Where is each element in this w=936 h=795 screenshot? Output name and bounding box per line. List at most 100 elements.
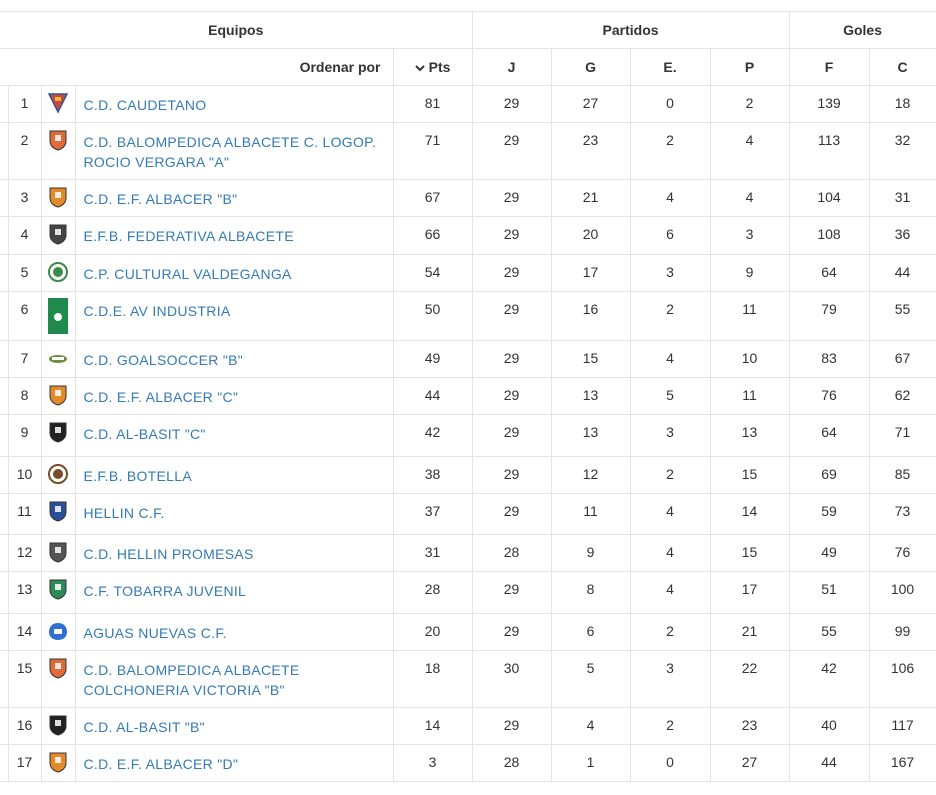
team-link[interactable]: C.D. BALOMPEDICA ALBACETE COLCHONERIA VI… (83, 662, 300, 698)
c-cell: 32 (868, 122, 936, 180)
g-cell: 13 (550, 414, 631, 457)
team-link[interactable]: C.P. CULTURAL VALDEGANGA (83, 266, 292, 282)
team-link[interactable]: C.D. CAUDETANO (83, 97, 207, 113)
hellin-crest-icon[interactable] (48, 500, 68, 522)
albacer-crest-icon[interactable] (48, 186, 68, 208)
p-cell: 14 (709, 493, 790, 535)
team-link[interactable]: C.D. AL-BASIT "C" (83, 426, 206, 442)
c-cell: 117 (868, 707, 936, 745)
j-cell: 29 (471, 377, 552, 415)
g-cell: 11 (550, 493, 631, 535)
goalsoccer-crest-icon[interactable] (48, 347, 68, 369)
pts-cell: 37 (392, 493, 473, 535)
table-row: 15 C.D. BALOMPEDICA ALBACETE COLCHONERIA … (0, 650, 936, 708)
table-row: 14 AGUAS NUEVAS C.F. 20 29 6 2 21 55 99 (0, 613, 936, 651)
team-link[interactable]: C.D.E. AV INDUSTRIA (83, 303, 231, 319)
f-cell: 44 (788, 744, 870, 782)
team-name-cell: C.D. E.F. ALBACER "C" (74, 377, 394, 415)
sort-f-header[interactable]: F (788, 48, 870, 86)
p-cell: 4 (709, 122, 790, 180)
team-link[interactable]: C.D. GOALSOCCER "B" (83, 352, 244, 368)
f-cell: 42 (788, 650, 870, 708)
table-row: 13 C.F. TOBARRA JUVENIL 28 29 8 4 17 51 100 (0, 571, 936, 614)
aguas-nuevas-crest-icon[interactable] (48, 620, 68, 642)
sort-p-header[interactable]: P (709, 48, 790, 86)
pts-cell: 67 (392, 179, 473, 217)
p-cell: 21 (709, 613, 790, 651)
balompedica-crest-icon[interactable] (48, 657, 68, 679)
table-row: 3 C.D. E.F. ALBACER "B" 67 29 21 4 4 104 31 (0, 179, 936, 217)
c-cell: 18 (868, 85, 936, 123)
industria-crest-icon[interactable] (48, 298, 68, 334)
e-cell: 4 (629, 340, 711, 378)
sort-e-header[interactable]: E. (629, 48, 711, 86)
team-link[interactable]: C.D. E.F. ALBACER "D" (83, 756, 239, 772)
row-edge (0, 707, 9, 745)
team-link[interactable]: E.F.B. FEDERATIVA ALBACETE (83, 228, 294, 244)
botella-crest-icon[interactable] (48, 463, 68, 485)
p-cell: 9 (709, 254, 790, 292)
e-cell: 2 (629, 122, 711, 180)
j-cell: 29 (471, 456, 552, 494)
team-link[interactable]: C.D. E.F. ALBACER "B" (83, 191, 238, 207)
team-name-cell: C.D. AL-BASIT "B" (74, 707, 394, 745)
pts-cell: 49 (392, 340, 473, 378)
tobarra-crest-icon[interactable] (48, 578, 68, 600)
j-cell: 29 (471, 571, 552, 614)
f-cell: 64 (788, 254, 870, 292)
c-cell: 100 (868, 571, 936, 614)
team-link[interactable]: HELLIN C.F. (83, 505, 165, 521)
sort-g-header[interactable]: G (550, 48, 631, 86)
albasit-crest-icon[interactable] (48, 421, 68, 443)
row-edge (0, 340, 9, 378)
albacer-crest-icon[interactable] (48, 751, 68, 773)
f-cell: 104 (788, 179, 870, 217)
crest-cell (40, 744, 76, 782)
table-row: 5 C.P. CULTURAL VALDEGANGA 54 29 17 3 9 64 44 (0, 254, 936, 292)
hellin-promesas-crest-icon[interactable] (48, 541, 68, 563)
team-link[interactable]: AGUAS NUEVAS C.F. (83, 625, 227, 641)
sort-pts-header[interactable]: Pts (392, 48, 473, 86)
albacer-crest-icon[interactable] (48, 384, 68, 406)
f-cell: 76 (788, 377, 870, 415)
g-cell: 27 (550, 85, 631, 123)
c-cell: 85 (868, 456, 936, 494)
table-row: 12 C.D. HELLIN PROMESAS 31 28 9 4 15 49 76 (0, 534, 936, 572)
g-cell: 4 (550, 707, 631, 745)
albasit-crest-icon[interactable] (48, 714, 68, 736)
caudetano-crest-icon[interactable] (48, 92, 68, 114)
pts-cell: 20 (392, 613, 473, 651)
team-link[interactable]: C.D. E.F. ALBACER "C" (83, 389, 239, 405)
j-cell: 29 (471, 85, 552, 123)
balompedica-crest-icon[interactable] (48, 129, 68, 151)
sort-c-header[interactable]: C (868, 48, 936, 86)
e-cell: 2 (629, 613, 711, 651)
j-cell: 29 (471, 254, 552, 292)
team-link[interactable]: C.F. TOBARRA JUVENIL (83, 583, 247, 599)
team-name-cell: C.P. CULTURAL VALDEGANGA (74, 254, 394, 292)
table-row: 6 C.D.E. AV INDUSTRIA 50 29 16 2 11 79 55 (0, 291, 936, 341)
crest-cell (40, 291, 76, 341)
team-link[interactable]: C.D. AL-BASIT "B" (83, 719, 205, 735)
crest-cell (40, 254, 76, 292)
team-link[interactable]: C.D. BALOMPEDICA ALBACETE C. LOGOP. ROCI… (83, 134, 377, 170)
valdeganga-crest-icon[interactable] (48, 261, 68, 283)
header-group-row: Equipos Partidos Goles (0, 11, 936, 49)
e-cell: 5 (629, 377, 711, 415)
c-cell: 36 (868, 216, 936, 255)
team-link[interactable]: C.D. HELLIN PROMESAS (83, 546, 254, 562)
j-cell: 29 (471, 291, 552, 341)
sort-j-header[interactable]: J (471, 48, 552, 86)
crest-cell (40, 571, 76, 614)
federativa-crest-icon[interactable] (48, 223, 68, 245)
g-cell: 20 (550, 216, 631, 255)
p-cell: 10 (709, 340, 790, 378)
team-name-cell: C.D. HELLIN PROMESAS (74, 534, 394, 572)
row-edge (0, 456, 9, 494)
team-link[interactable]: E.F.B. BOTELLA (83, 468, 192, 484)
g-cell: 23 (550, 122, 631, 180)
j-cell: 29 (471, 707, 552, 745)
row-edge (0, 650, 9, 708)
row-edge (0, 744, 9, 782)
e-cell: 2 (629, 291, 711, 341)
